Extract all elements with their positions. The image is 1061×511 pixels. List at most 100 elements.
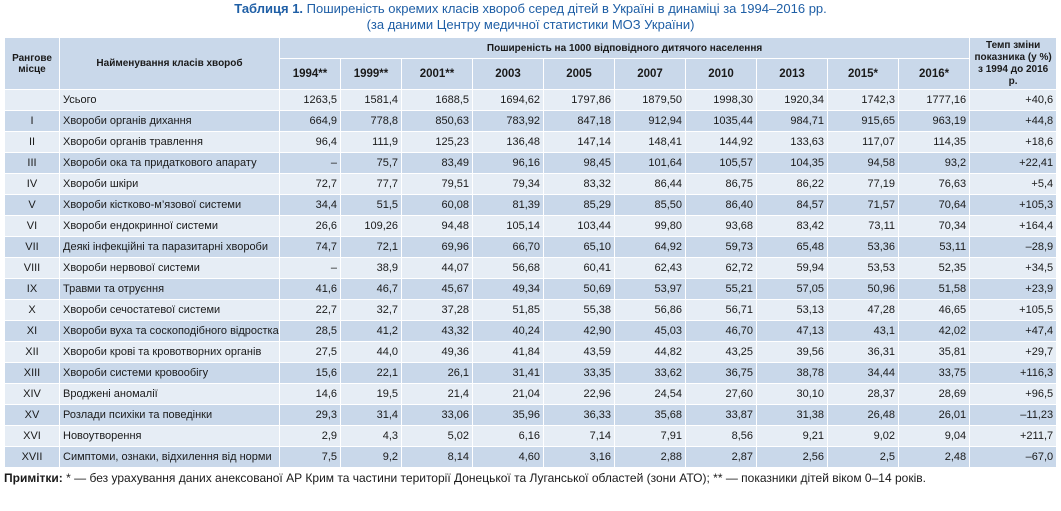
value-cell: 62,43: [614, 257, 686, 279]
value-cell: 43,1: [827, 320, 899, 342]
value-cell: 117,07: [827, 131, 899, 153]
value-cell: 51,58: [897, 278, 971, 300]
value-cell: 96,16: [472, 152, 544, 174]
value-cell: 45,03: [614, 320, 686, 342]
value-cell: 21,4: [401, 383, 473, 405]
value-cell: 34,44: [827, 362, 899, 384]
rank-cell: [4, 89, 60, 111]
header-year: 2007: [614, 58, 686, 90]
disease-class-cell: Хвороби кістково-м’язової системи: [59, 194, 280, 216]
table-row: XII Хвороби крові та кровотворних органів…: [4, 341, 1058, 363]
value-cell: 33,62: [614, 362, 686, 384]
rank-cell: XI: [4, 320, 60, 342]
value-cell: 133,63: [756, 131, 828, 153]
value-cell: 31,41: [472, 362, 544, 384]
disease-class-cell: Хвороби сечостатевої системи: [59, 299, 280, 321]
value-cell: 34,4: [279, 194, 341, 216]
value-cell: 43,59: [543, 341, 615, 363]
value-cell: 55,21: [685, 278, 757, 300]
value-cell: 4,60: [472, 446, 544, 468]
rank-cell: I: [4, 110, 60, 132]
value-cell: 70,34: [897, 215, 971, 237]
value-cell: 1581,4: [340, 89, 402, 111]
value-cell: 59,94: [756, 257, 828, 279]
value-cell: 2,48: [897, 446, 971, 468]
rank-cell: VII: [4, 236, 60, 258]
value-cell: 7,14: [543, 425, 615, 447]
value-cell: 85,29: [543, 194, 615, 216]
value-cell: 86,22: [756, 173, 828, 195]
value-cell: 69,96: [401, 236, 473, 258]
value-cell: 8,56: [685, 425, 757, 447]
table-row: XVII Симптоми, ознаки, відхилення від нор…: [4, 446, 1058, 468]
value-cell: 33,35: [543, 362, 615, 384]
rank-cell: XIII: [4, 362, 60, 384]
rank-cell: V: [4, 194, 60, 216]
table-row: I Хвороби органів дихання 664,9 778,8 850,63…: [4, 110, 1058, 132]
value-cell: 40,24: [472, 320, 544, 342]
value-cell: 1998,30: [685, 89, 757, 111]
header-year: 2001**: [401, 58, 473, 90]
value-cell: 3,16: [543, 446, 615, 468]
value-cell: 114,35: [897, 131, 971, 153]
rank-cell: XVII: [4, 446, 60, 468]
value-cell: –: [279, 257, 341, 279]
value-cell: 44,0: [340, 341, 402, 363]
rate-cell: +5,4: [969, 173, 1058, 195]
disease-class-cell: Усього: [59, 89, 280, 111]
rate-cell: +116,3: [969, 362, 1058, 384]
header-year: 2005: [543, 58, 615, 90]
value-cell: 47,13: [756, 320, 828, 342]
value-cell: 31,38: [756, 404, 828, 426]
value-cell: 963,19: [897, 110, 971, 132]
value-cell: 94,48: [401, 215, 473, 237]
value-cell: 98,45: [543, 152, 615, 174]
table-row: II Хвороби органів травлення 96,4 111,9 125,…: [4, 131, 1058, 153]
value-cell: 38,78: [756, 362, 828, 384]
value-cell: 38,9: [340, 257, 402, 279]
table-row: XV Розлади психіки та поведінки 29,3 31,4 33…: [4, 404, 1058, 426]
header-year: 1999**: [340, 58, 402, 90]
table-row: XVI Новоутворення 2,9 4,3 5,02 6,16 7,14 7,91 8,…: [4, 425, 1058, 447]
rate-cell: +44,8: [969, 110, 1058, 132]
rank-cell: XVI: [4, 425, 60, 447]
rate-cell: +22,41: [969, 152, 1058, 174]
disease-class-cell: Хвороби шкіри: [59, 173, 280, 195]
value-cell: 72,1: [340, 236, 402, 258]
value-cell: 79,51: [401, 173, 473, 195]
rate-cell: +96,5: [969, 383, 1058, 405]
value-cell: 93,2: [897, 152, 971, 174]
value-cell: 43,32: [401, 320, 473, 342]
disease-class-cell: Симптоми, ознаки, відхилення від норми: [59, 446, 280, 468]
value-cell: 70,64: [897, 194, 971, 216]
value-cell: 60,41: [543, 257, 615, 279]
rank-cell: II: [4, 131, 60, 153]
value-cell: 664,9: [279, 110, 341, 132]
value-cell: 43,25: [685, 341, 757, 363]
disease-class-cell: Новоутворення: [59, 425, 280, 447]
table-row: XI Хвороби вуха та соскоподібного відрост…: [4, 320, 1058, 342]
value-cell: 74,7: [279, 236, 341, 258]
table-row: IX Травми та отруєння 41,6 46,7 45,67 49,34 50…: [4, 278, 1058, 300]
value-cell: 1263,5: [279, 89, 341, 111]
value-cell: 51,85: [472, 299, 544, 321]
value-cell: 31,4: [340, 404, 402, 426]
value-cell: 24,54: [614, 383, 686, 405]
value-cell: 86,75: [685, 173, 757, 195]
value-cell: 35,68: [614, 404, 686, 426]
value-cell: 81,39: [472, 194, 544, 216]
value-cell: 15,6: [279, 362, 341, 384]
value-cell: 44,07: [401, 257, 473, 279]
disease-class-cell: Хвороби органів дихання: [59, 110, 280, 132]
value-cell: 86,40: [685, 194, 757, 216]
value-cell: 9,02: [827, 425, 899, 447]
value-cell: 99,80: [614, 215, 686, 237]
value-cell: 65,10: [543, 236, 615, 258]
header-group: Поширеність на 1000 відповідного дитячог…: [278, 37, 971, 59]
value-cell: 84,57: [756, 194, 828, 216]
value-cell: 6,16: [472, 425, 544, 447]
value-cell: 984,71: [756, 110, 828, 132]
value-cell: 1035,44: [685, 110, 757, 132]
value-cell: 41,84: [472, 341, 544, 363]
value-cell: 915,65: [827, 110, 899, 132]
